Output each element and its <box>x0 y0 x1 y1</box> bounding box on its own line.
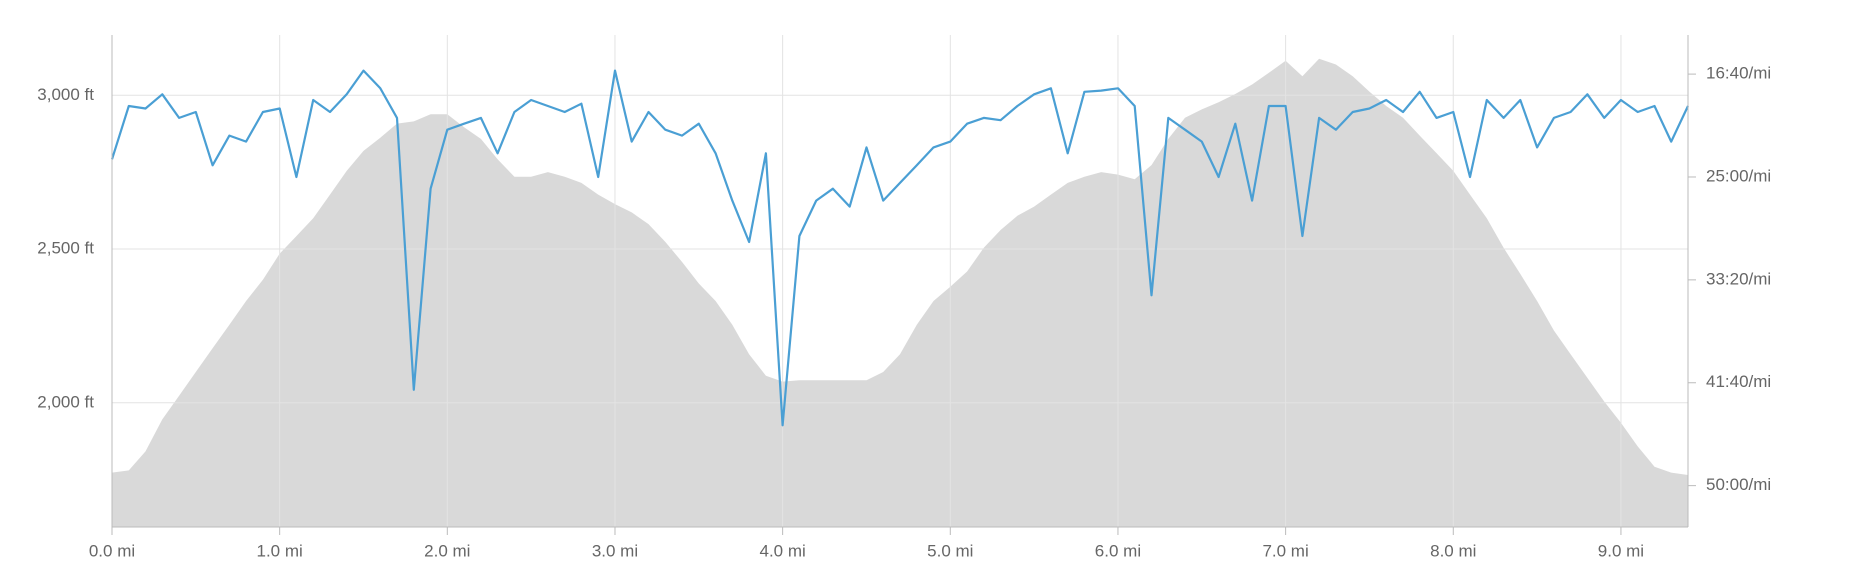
x-tick-label: 7.0 mi <box>1262 541 1308 560</box>
y-tick-label: 2,000 ft <box>37 392 94 411</box>
x-tick-label: 1.0 mi <box>257 541 303 560</box>
y2-tick-label: 41:40/mi <box>1706 372 1771 391</box>
x-tick-label: 5.0 mi <box>927 541 973 560</box>
x-tick-label: 4.0 mi <box>759 541 805 560</box>
x-tick-label: 0.0 mi <box>89 541 135 560</box>
x-tick-label: 6.0 mi <box>1095 541 1141 560</box>
x-tick-label: 8.0 mi <box>1430 541 1476 560</box>
x-tick-label: 3.0 mi <box>592 541 638 560</box>
x-tick-label: 9.0 mi <box>1598 541 1644 560</box>
y-tick-label: 3,000 ft <box>37 85 94 104</box>
x-tick-label: 2.0 mi <box>424 541 470 560</box>
y2-tick-label: 50:00/mi <box>1706 475 1771 494</box>
y2-tick-label: 25:00/mi <box>1706 166 1771 185</box>
y2-tick-label: 16:40/mi <box>1706 64 1771 83</box>
pace-line <box>110 69 1689 427</box>
y2-tick-label: 33:20/mi <box>1706 269 1771 288</box>
y-tick-label: 2,500 ft <box>37 239 94 258</box>
elevation-area <box>112 58 1688 527</box>
